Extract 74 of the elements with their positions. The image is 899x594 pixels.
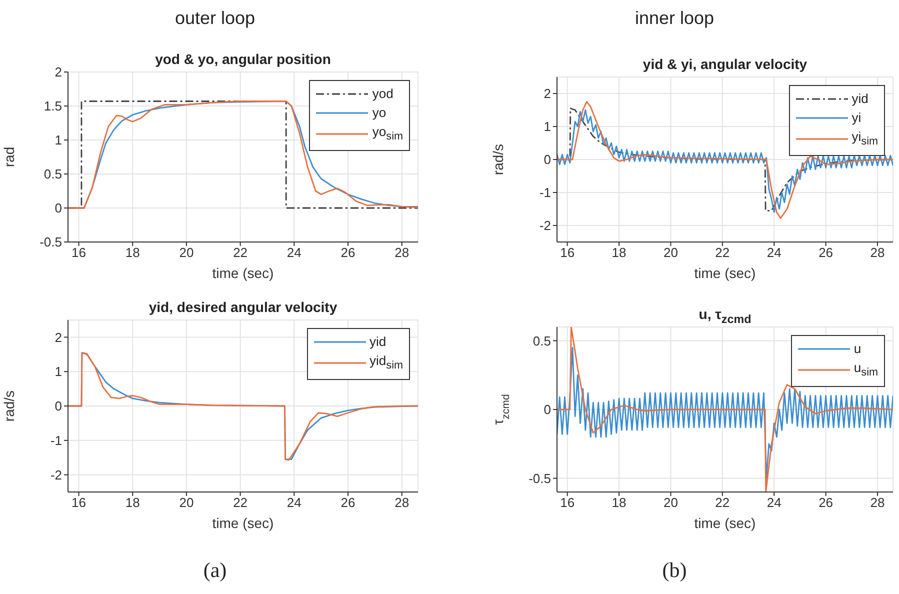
chart-title: yod & yo, angular position (154, 51, 332, 67)
legend-label: yi (852, 109, 862, 127)
x-tick-label: 28 (394, 245, 410, 260)
y-tick-label: 0 (54, 398, 62, 414)
legend-label: u$_{sim}$ (854, 359, 878, 381)
y-tick-label: 2 (54, 64, 62, 80)
legend-label: yo$_{sim}$ (372, 123, 403, 145)
y-tick-label: 0.5 (44, 166, 62, 182)
legend-label: yid (370, 333, 386, 351)
y-tick-label: -1 (539, 185, 551, 200)
x-tick-label: 26 (340, 495, 356, 510)
chart-title: yid & yi, angular velocity (642, 56, 808, 72)
x-tick-label: 26 (818, 495, 834, 510)
x-tick-label: 24 (286, 495, 302, 510)
x-tick-label: 20 (179, 245, 194, 260)
y-tick-label: 0.5 (532, 333, 551, 348)
x-tick-label: 20 (663, 245, 678, 260)
y-tick-label: 1 (54, 132, 62, 148)
x-tick-label: 18 (612, 495, 626, 510)
y-tick-label: 1 (544, 119, 551, 134)
x-tick-label: 26 (340, 245, 356, 260)
text: (b) (661, 558, 688, 583)
legend-label: yid (852, 90, 868, 108)
x-axis-title: time (sec) (212, 515, 274, 531)
x-axis-title: time (sec) (694, 515, 756, 531)
x-tick-label: 24 (766, 245, 782, 260)
x-tick-label: 16 (72, 495, 86, 510)
y-tick-label: 1 (54, 364, 62, 380)
y-tick-label: 0 (544, 402, 551, 418)
x-tick-label: 28 (870, 495, 885, 510)
text: inner loop (634, 8, 716, 29)
chart-title: u, τ$_{zcmd}$ (698, 306, 752, 326)
x-tick-label: 16 (560, 495, 575, 510)
legend-label: yo (372, 104, 386, 122)
y-tick-label: -0.5 (40, 234, 62, 250)
x-tick-label: 28 (870, 245, 885, 260)
line-series (557, 327, 893, 492)
x-tick-label: 22 (233, 245, 248, 260)
legend-label: yi$_{sim}$ (852, 128, 878, 150)
y-tick-label: 2 (54, 330, 62, 345)
legend-label: yod (372, 85, 394, 103)
chart-title: yid, desired angular velocity (148, 299, 338, 315)
x-axis-title: time (sec) (212, 265, 274, 281)
x-tick-label: 24 (766, 495, 782, 510)
text: outer loop (174, 8, 256, 29)
x-tick-label: 18 (125, 245, 140, 260)
y-tick-label: -1 (50, 433, 62, 448)
x-tick-label: 28 (394, 495, 410, 510)
x-tick-label: 20 (663, 495, 678, 510)
y-tick-label: 0 (544, 152, 551, 168)
x-tick-label: 16 (560, 245, 575, 260)
x-axis-title: time (sec) (694, 265, 756, 281)
x-tick-label: 22 (233, 495, 248, 510)
y-axis-title: rad (1, 146, 17, 168)
x-tick-label: 18 (125, 495, 140, 510)
x-tick-label: 22 (715, 245, 730, 260)
y-tick-label: 2 (544, 86, 551, 102)
y-tick-label: -0.5 (528, 470, 551, 486)
x-tick-label: 26 (818, 245, 834, 260)
y-axis-title: rad/s (1, 390, 17, 422)
x-tick-label: 24 (286, 245, 302, 260)
legend-label: u (854, 340, 862, 358)
x-tick-label: 22 (715, 495, 730, 510)
x-tick-label: 18 (612, 245, 626, 260)
legend-label: yid$_{sim}$ (370, 352, 403, 374)
y-axis-title: rad/s (490, 144, 506, 176)
line-series (557, 346, 893, 479)
text: (a) (202, 558, 228, 583)
y-tick-label: 1.5 (44, 98, 62, 114)
y-tick-label: 0 (54, 200, 62, 216)
y-tick-label: -2 (539, 218, 551, 234)
y-tick-label: -2 (50, 467, 62, 482)
x-tick-label: 16 (72, 245, 86, 260)
x-tick-label: 20 (179, 495, 194, 510)
